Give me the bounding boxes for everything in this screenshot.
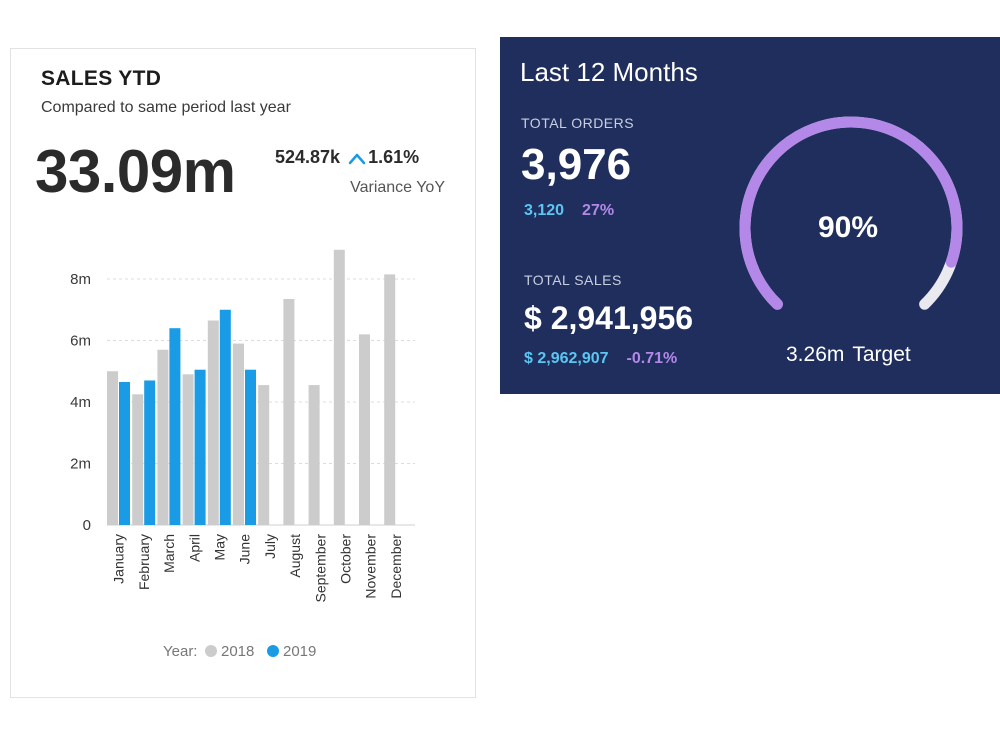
- total-orders-value: 3,976: [521, 140, 632, 189]
- bar-2018: [233, 343, 244, 525]
- bar-2019: [219, 309, 231, 525]
- chevron-up-icon: [348, 153, 366, 164]
- x-tick-label: May: [212, 534, 228, 560]
- target-value: 3.26m: [786, 343, 845, 366]
- variance-amount: 524.87k: [275, 147, 341, 167]
- target-label: Target: [852, 343, 911, 366]
- sales-ytd-title: SALES YTD: [41, 67, 162, 90]
- bar-2019: [169, 328, 181, 525]
- variance-caption: Variance YoY: [350, 179, 445, 196]
- x-tick-label: April: [186, 534, 202, 562]
- bar-2018: [359, 334, 370, 525]
- x-tick-label: June: [237, 534, 253, 565]
- bar-2018: [132, 394, 144, 525]
- bar-2019: [245, 369, 256, 525]
- x-tick-label: March: [161, 534, 177, 573]
- sales-ytd-subtitle: Compared to same period last year: [41, 99, 291, 116]
- legend-marker-2019: [267, 645, 279, 657]
- orders-change: 27%: [582, 202, 615, 219]
- orders-comparison: 3,120 27%: [524, 202, 614, 220]
- sales-change: -0.71%: [626, 350, 678, 367]
- gauge-percent: 90%: [818, 211, 879, 244]
- sales-previous: $ 2,962,907: [524, 350, 609, 367]
- bar-2018: [258, 385, 270, 525]
- legend-label-2018: 2018: [221, 643, 254, 660]
- bar-2019: [119, 382, 130, 525]
- y-tick-label: 0: [83, 517, 91, 534]
- variance-percent: 1.61%: [368, 147, 420, 167]
- x-tick-label: July: [262, 534, 278, 559]
- last-12-months-panel: Last 12 Months TOTAL ORDERS 3,976 3,120 …: [500, 37, 1000, 394]
- target-gauge: [739, 116, 963, 310]
- bar-2018: [308, 385, 320, 525]
- bar-2018: [182, 374, 194, 525]
- gauge-target: 3.26m Target: [786, 343, 911, 367]
- x-tick-label: September: [312, 534, 328, 603]
- x-tick-label: August: [287, 534, 303, 578]
- sales-ytd-total: 33.09m: [35, 138, 236, 205]
- y-tick-label: 4m: [70, 394, 91, 411]
- y-tick-label: 6m: [70, 333, 91, 350]
- total-sales-label: TOTAL SALES: [524, 272, 622, 288]
- x-tick-label: October: [338, 534, 354, 584]
- bar-2018: [157, 349, 169, 525]
- sales-bar-chart: 0 2m 4m 6m 8m January February March April May Jun…: [70, 249, 415, 660]
- x-tick-label: November: [363, 534, 379, 599]
- gauge-fill: [739, 116, 963, 310]
- bar-2018: [384, 274, 396, 525]
- x-tick-label: January: [111, 534, 127, 584]
- variance-row: 524.87k 1.61%: [275, 147, 419, 168]
- last-12-months-title: Last 12 Months: [520, 57, 698, 87]
- bar-2018: [107, 371, 118, 525]
- sales-ytd-card: SALES YTD Compared to same period last y…: [10, 48, 476, 698]
- sales-comparison: $ 2,962,907 -0.71%: [524, 350, 677, 368]
- bar-2018: [207, 320, 219, 525]
- y-tick-label: 2m: [70, 456, 91, 473]
- legend-prefix: Year:: [163, 643, 197, 660]
- bar-2018: [333, 249, 345, 525]
- orders-previous: 3,120: [524, 202, 565, 219]
- bar-2019: [144, 380, 156, 525]
- bar-2018: [283, 298, 295, 525]
- bar-2019: [194, 369, 206, 525]
- x-tick-label: December: [388, 534, 404, 599]
- y-tick-label: 8m: [70, 271, 91, 288]
- legend-label-2019: 2019: [283, 643, 316, 660]
- total-sales-value: $ 2,941,956: [524, 300, 694, 336]
- total-orders-label: TOTAL ORDERS: [521, 115, 635, 131]
- x-tick-label: February: [136, 534, 152, 590]
- legend-marker-2018: [205, 645, 217, 657]
